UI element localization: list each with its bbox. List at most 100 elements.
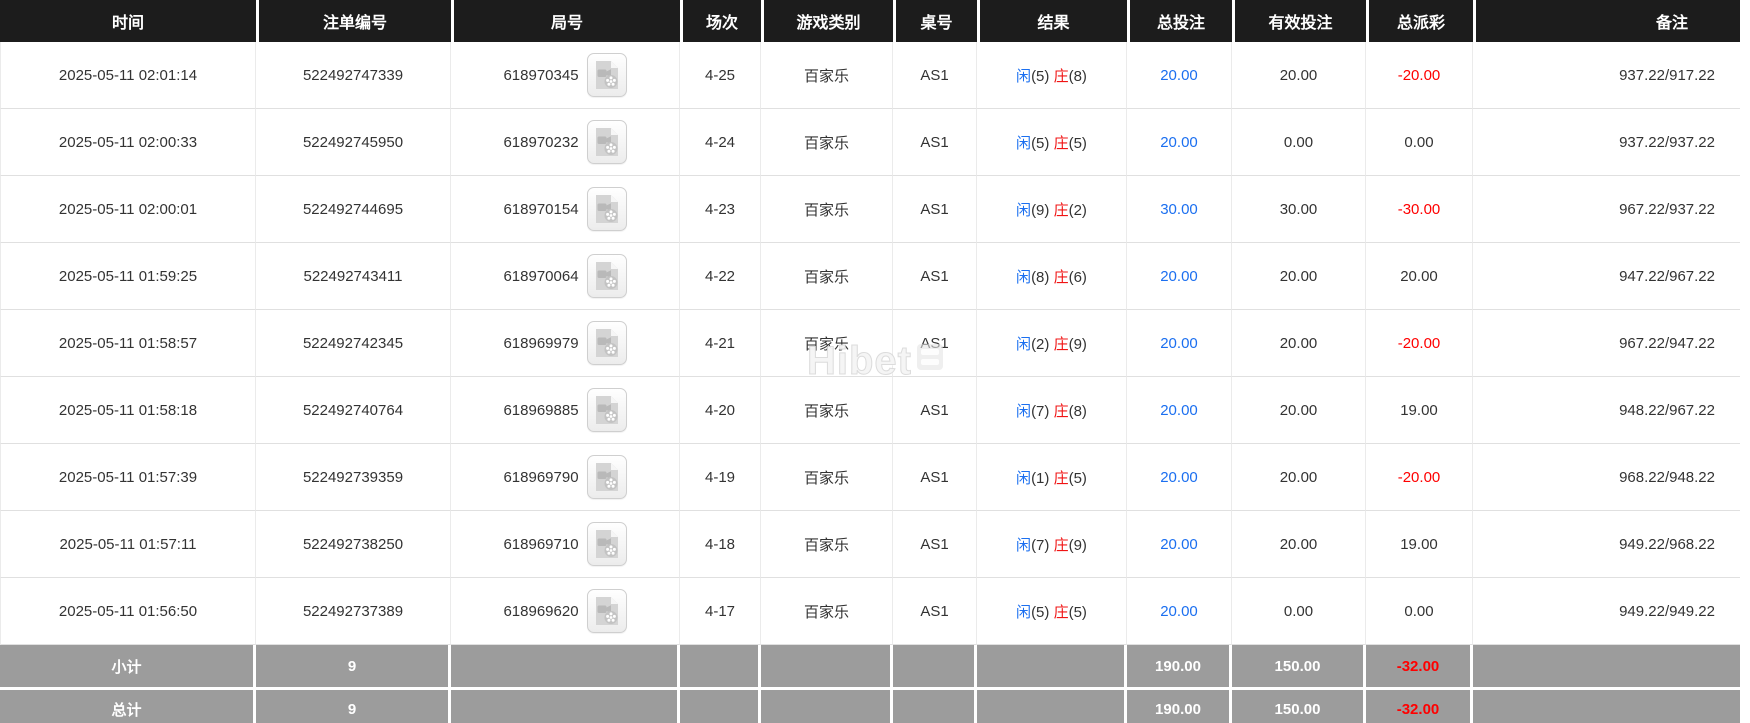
cell-session: 4-18 bbox=[680, 511, 761, 578]
table-header-row: 时间 注单编号 局号 场次 游戏类别 桌号 结果 总投注 有效投注 总派彩 备注 bbox=[0, 0, 1740, 42]
cell-total-payout: -20.00 bbox=[1366, 444, 1473, 511]
video-file-icon bbox=[595, 597, 618, 625]
total-empty-cell bbox=[893, 687, 977, 723]
table-row: 2025-05-11 01:58:57 522492742345 6189699… bbox=[0, 310, 1740, 377]
cell-bet-id: 522492745950 bbox=[256, 109, 451, 176]
cell-time: 2025-05-11 01:58:18 bbox=[0, 377, 256, 444]
video-replay-button[interactable] bbox=[586, 388, 627, 432]
cell-valid-bet: 20.00 bbox=[1232, 444, 1366, 511]
table-row: 2025-05-11 01:57:11 522492738250 6189697… bbox=[0, 511, 1740, 578]
cell-remark: 968.22/948.22 bbox=[1473, 444, 1740, 511]
total-total-bet: 190.00 bbox=[1127, 687, 1232, 723]
cell-total-bet: 20.00 bbox=[1127, 444, 1232, 511]
total-empty-cell bbox=[680, 687, 761, 723]
video-replay-button[interactable] bbox=[586, 455, 627, 499]
scrollbar-gutter[interactable] bbox=[1740, 0, 1750, 723]
total-empty-cell bbox=[761, 687, 893, 723]
column-header-table_no: 桌号 bbox=[893, 0, 977, 42]
column-header-remark: 备注 bbox=[1473, 0, 1740, 42]
cell-total-bet: 20.00 bbox=[1127, 377, 1232, 444]
cell-game-type: 百家乐 bbox=[761, 377, 893, 444]
column-header-total_payout: 总派彩 bbox=[1366, 0, 1473, 42]
cell-remark: 949.22/968.22 bbox=[1473, 511, 1740, 578]
table-row: 2025-05-11 01:58:18 522492740764 6189698… bbox=[0, 377, 1740, 444]
video-file-icon bbox=[595, 329, 618, 357]
cell-valid-bet: 20.00 bbox=[1232, 511, 1366, 578]
total-empty-cell bbox=[1473, 687, 1740, 723]
video-replay-button[interactable] bbox=[586, 120, 627, 164]
video-replay-button[interactable] bbox=[586, 53, 627, 97]
cell-session: 4-24 bbox=[680, 109, 761, 176]
cell-table-no: AS1 bbox=[893, 511, 977, 578]
subtotal-empty-cell bbox=[977, 645, 1127, 687]
cell-bet-id: 522492747339 bbox=[256, 42, 451, 109]
cell-table-no: AS1 bbox=[893, 444, 977, 511]
video-replay-button[interactable] bbox=[586, 522, 627, 566]
subtotal-empty-cell bbox=[680, 645, 761, 687]
video-file-icon bbox=[595, 530, 618, 558]
column-header-round_id: 局号 bbox=[451, 0, 680, 42]
cell-result: 闲(8) 庄(6) bbox=[977, 243, 1127, 310]
cell-bet-id: 522492743411 bbox=[256, 243, 451, 310]
cell-valid-bet: 20.00 bbox=[1232, 310, 1366, 377]
cell-result: 闲(7) 庄(9) bbox=[977, 511, 1127, 578]
cell-time: 2025-05-11 02:01:14 bbox=[0, 42, 256, 109]
cell-total-payout: -20.00 bbox=[1366, 310, 1473, 377]
table-row: 2025-05-11 02:00:33 522492745950 6189702… bbox=[0, 109, 1740, 176]
video-replay-button[interactable] bbox=[586, 254, 627, 298]
cell-total-bet: 20.00 bbox=[1127, 310, 1232, 377]
cell-total-bet: 30.00 bbox=[1127, 176, 1232, 243]
video-replay-button[interactable] bbox=[586, 321, 627, 365]
cell-total-bet: 20.00 bbox=[1127, 511, 1232, 578]
cell-result: 闲(2) 庄(9) bbox=[977, 310, 1127, 377]
cell-bet-id: 522492738250 bbox=[256, 511, 451, 578]
cell-total-payout: 0.00 bbox=[1366, 109, 1473, 176]
cell-table-no: AS1 bbox=[893, 310, 977, 377]
column-header-time: 时间 bbox=[0, 0, 256, 42]
cell-session: 4-22 bbox=[680, 243, 761, 310]
cell-time: 2025-05-11 01:58:57 bbox=[0, 310, 256, 377]
cell-bet-id: 522492737389 bbox=[256, 578, 451, 645]
cell-round-id: 618969620 bbox=[451, 578, 680, 645]
subtotal-total-payout: -32.00 bbox=[1366, 645, 1473, 687]
cell-table-no: AS1 bbox=[893, 42, 977, 109]
cell-game-type: 百家乐 bbox=[761, 310, 893, 377]
cell-result: 闲(5) 庄(8) bbox=[977, 42, 1127, 109]
cell-round-id: 618969790 bbox=[451, 444, 680, 511]
cell-time: 2025-05-11 01:57:11 bbox=[0, 511, 256, 578]
cell-total-payout: 0.00 bbox=[1366, 578, 1473, 645]
cell-round-id: 618970345 bbox=[451, 42, 680, 109]
cell-game-type: 百家乐 bbox=[761, 578, 893, 645]
cell-session: 4-23 bbox=[680, 176, 761, 243]
total-row: 总计 9 190.00 150.00 -32.00 bbox=[0, 687, 1740, 723]
cell-game-type: 百家乐 bbox=[761, 444, 893, 511]
column-header-bet_id: 注单编号 bbox=[256, 0, 451, 42]
cell-total-payout: 19.00 bbox=[1366, 511, 1473, 578]
cell-total-bet: 20.00 bbox=[1127, 243, 1232, 310]
cell-time: 2025-05-11 01:56:50 bbox=[0, 578, 256, 645]
cell-remark: 937.22/937.22 bbox=[1473, 109, 1740, 176]
total-empty-cell bbox=[977, 687, 1127, 723]
cell-game-type: 百家乐 bbox=[761, 243, 893, 310]
video-replay-button[interactable] bbox=[586, 187, 627, 231]
cell-total-payout: -30.00 bbox=[1366, 176, 1473, 243]
cell-round-id: 618970154 bbox=[451, 176, 680, 243]
video-file-icon bbox=[595, 128, 618, 156]
total-total-payout: -32.00 bbox=[1366, 687, 1473, 723]
subtotal-count: 9 bbox=[256, 645, 451, 687]
cell-bet-id: 522492742345 bbox=[256, 310, 451, 377]
cell-result: 闲(9) 庄(2) bbox=[977, 176, 1127, 243]
cell-session: 4-25 bbox=[680, 42, 761, 109]
cell-game-type: 百家乐 bbox=[761, 176, 893, 243]
cell-round-id: 618969979 bbox=[451, 310, 680, 377]
cell-game-type: 百家乐 bbox=[761, 42, 893, 109]
cell-table-no: AS1 bbox=[893, 578, 977, 645]
cell-valid-bet: 0.00 bbox=[1232, 109, 1366, 176]
cell-valid-bet: 20.00 bbox=[1232, 377, 1366, 444]
video-replay-button[interactable] bbox=[586, 589, 627, 633]
cell-remark: 949.22/949.22 bbox=[1473, 578, 1740, 645]
cell-total-payout: -20.00 bbox=[1366, 42, 1473, 109]
cell-valid-bet: 20.00 bbox=[1232, 243, 1366, 310]
